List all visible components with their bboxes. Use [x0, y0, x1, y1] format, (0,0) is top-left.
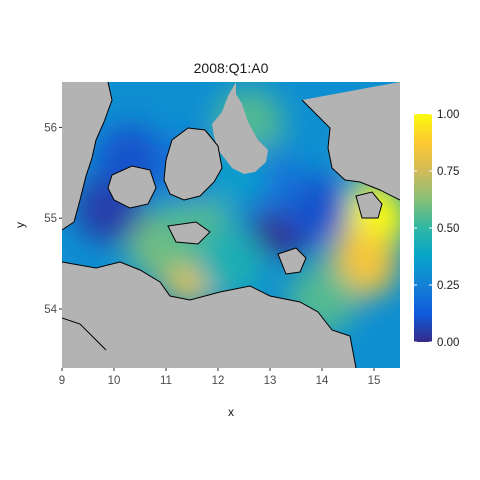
y-axis-title: y — [13, 222, 27, 228]
colorbar: 0.00 0.25 0.50 0.75 1.00 — [414, 109, 459, 349]
colorbar-tick-label: 1.00 — [437, 109, 459, 121]
x-tick-label: 11 — [160, 375, 172, 387]
colorbar-tick-label: 0.75 — [437, 166, 459, 178]
colorbar-tick-label: 0.00 — [437, 337, 459, 349]
x-axis: 9 10 11 12 13 14 15 — [59, 368, 381, 387]
x-tick-label: 15 — [368, 375, 381, 387]
x-axis-title: x — [228, 405, 234, 419]
colorbar-tick-label: 0.25 — [437, 280, 459, 292]
x-tick-label: 12 — [212, 375, 225, 387]
x-tick-label: 10 — [108, 375, 121, 387]
x-tick-label: 9 — [59, 375, 65, 387]
y-axis: 54 55 56 — [44, 122, 62, 316]
y-tick-label: 56 — [44, 122, 57, 134]
x-tick-label: 14 — [316, 375, 329, 387]
y-tick-label: 54 — [44, 304, 57, 316]
x-tick-label: 13 — [264, 375, 277, 387]
y-tick-label: 55 — [44, 213, 57, 225]
colorbar-tick-label: 0.50 — [437, 223, 459, 235]
